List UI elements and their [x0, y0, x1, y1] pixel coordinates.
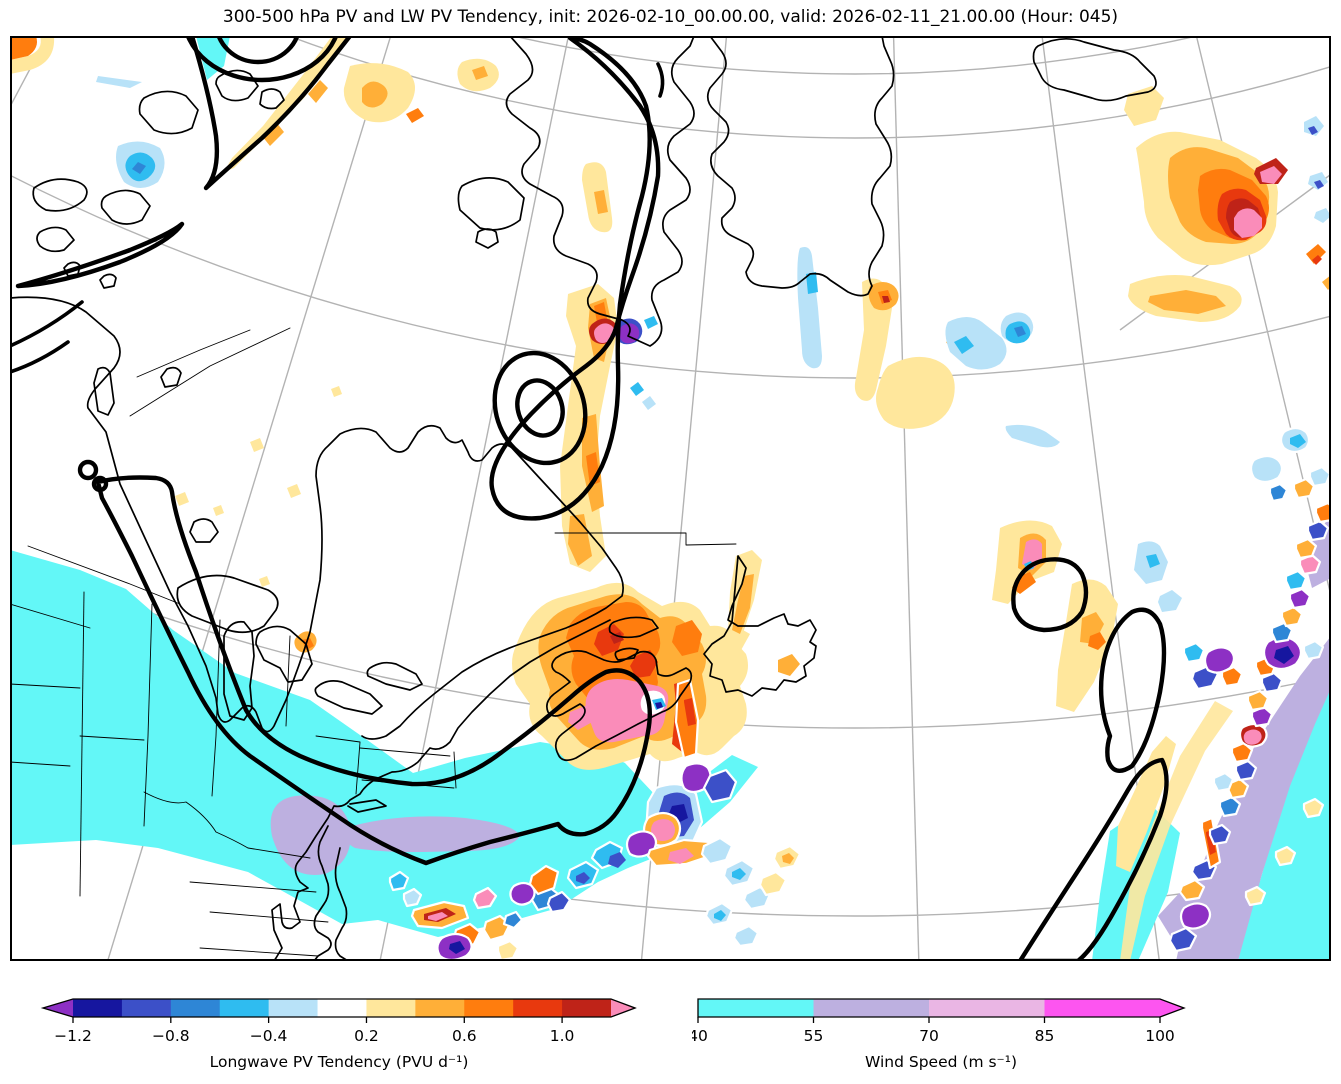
colorbar-tick-label: 0.6: [452, 1027, 477, 1045]
wind-colorbar-segments: [698, 999, 1161, 1017]
plot-title: 300-500 hPa PV and LW PV Tendency, init:…: [222, 7, 1119, 27]
tendency-colorbar-segments: [73, 999, 612, 1017]
colorbar-segment: [415, 999, 465, 1017]
map-panel: [10, 36, 1331, 961]
map-frame: [10, 36, 1331, 961]
colorbar-tick-label: 0.2: [354, 1027, 379, 1045]
wind-colorbar-label: Wind Speed (m s⁻¹): [865, 1053, 1017, 1071]
colorbar-segment: [317, 999, 367, 1017]
wind-colorbar-over-arrow: [1160, 999, 1184, 1017]
colorbar-segment: [562, 999, 612, 1017]
colorbar-segment: [121, 999, 172, 1017]
colorbar-tick-label: −1.2: [54, 1027, 92, 1045]
tendency-colorbar: −1.2 −0.8 −0.4 0.2 0.6 1.0 Longwave PV Tenden…: [40, 998, 637, 1071]
colorbar-segment: [268, 999, 319, 1017]
tendency-colorbar-over-arrow: [611, 999, 635, 1017]
tendency-colorbar-under-arrow: [43, 999, 73, 1017]
colorbar-segment: [73, 999, 123, 1017]
colorbar-tick-label: 55: [804, 1027, 824, 1045]
graticule: [10, 36, 1331, 961]
colorbar-segment: [698, 999, 814, 1017]
colorbar-segment: [929, 999, 1045, 1017]
wind-colorbar-ticks: 40 55 70 85 100: [692, 1017, 1175, 1045]
pv-contours: [10, 36, 1169, 961]
colorbar-segment: [1044, 999, 1161, 1017]
colorbar-tick-label: −0.4: [250, 1027, 288, 1045]
colorbar-tick-label: −0.8: [152, 1027, 190, 1045]
tendency-colorbar-label: Longwave PV Tendency (PVU d⁻¹): [210, 1053, 469, 1071]
pv-tendency-fill: [10, 36, 1331, 961]
wind-colorbar-outline: [697, 998, 1186, 1018]
wind-colorbar: 40 55 70 85 100 Wind Speed (m s⁻¹): [692, 998, 1186, 1071]
coastlines: [10, 36, 1157, 961]
colorbar-tick-label: 85: [1035, 1027, 1055, 1045]
colorbar-segment: [366, 999, 416, 1017]
colorbar-segment: [813, 999, 930, 1017]
colorbar-tick-label: 1.0: [550, 1027, 575, 1045]
political-borders: [10, 327, 737, 957]
colorbar-segment: [219, 999, 270, 1017]
colorbar-tick-label: 40: [692, 1027, 708, 1045]
colorbar-segment: [513, 999, 563, 1017]
colorbar-segment: [464, 999, 514, 1017]
colorbar-tick-label: 100: [1145, 1027, 1175, 1045]
tendency-colorbar-ticks: −1.2 −0.8 −0.4 0.2 0.6 1.0: [54, 1017, 574, 1045]
colorbar-tick-label: 70: [919, 1027, 939, 1045]
colorbar-segment: [170, 999, 221, 1017]
